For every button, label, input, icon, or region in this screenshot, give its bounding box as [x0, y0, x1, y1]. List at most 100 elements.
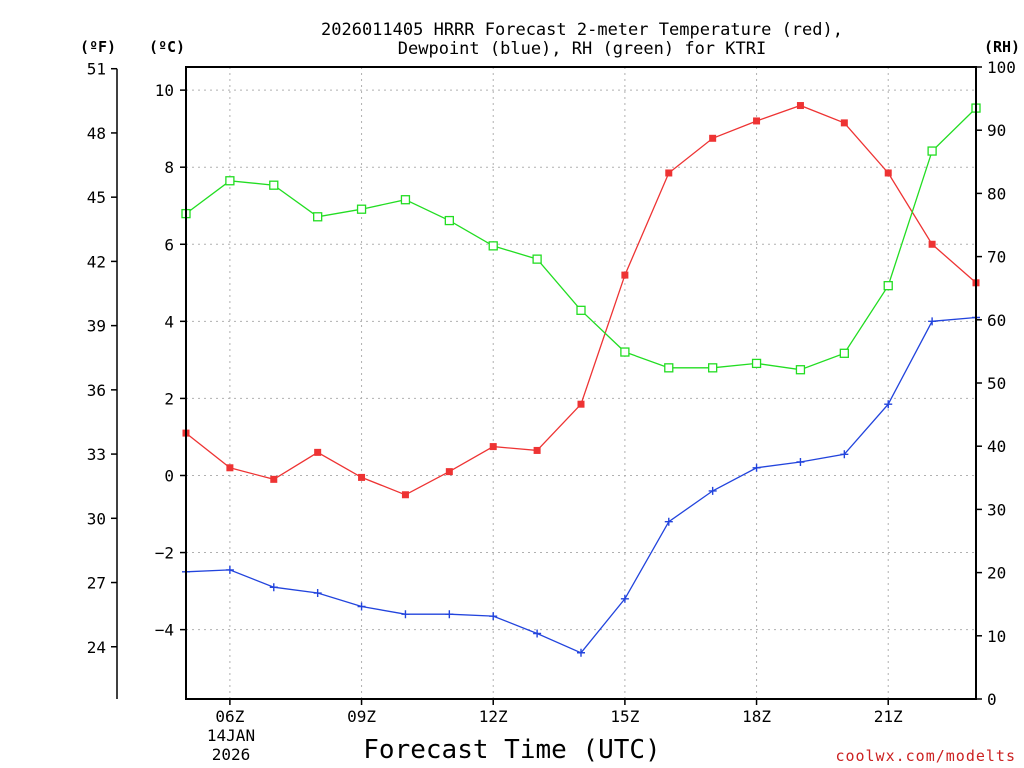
temperature-marker — [753, 117, 761, 125]
dewpoint-marker — [401, 610, 410, 619]
temperature-marker — [358, 473, 366, 481]
plot-frame — [185, 66, 977, 700]
rh-marker — [927, 146, 937, 156]
dewpoint-marker — [269, 583, 278, 592]
fahrenheit-unit-label: (ºF) — [80, 38, 116, 56]
credit-label: coolwx.com/modelts — [835, 747, 1016, 765]
rh-marker — [313, 212, 323, 222]
dewpoint-marker — [664, 517, 673, 526]
fahrenheit-tick-label: 33 — [87, 445, 106, 464]
fahrenheit-tick-label: 30 — [87, 509, 106, 528]
rh-tick-label: 10 — [987, 627, 1006, 646]
dewpoint-marker — [752, 463, 761, 472]
temperature-marker — [884, 169, 892, 177]
rh-tick-label: 60 — [987, 311, 1006, 330]
celsius-tick-label: 10 — [155, 81, 174, 100]
dewpoint-marker — [313, 589, 322, 598]
fahrenheit-tick-label: 48 — [87, 124, 106, 143]
celsius-tick-label: −2 — [155, 544, 174, 563]
dewpoint-marker — [489, 612, 498, 621]
temperature-marker — [314, 448, 322, 456]
rh-marker — [532, 254, 542, 264]
rh-marker — [444, 215, 454, 226]
temperature-marker — [577, 400, 585, 408]
temperature-marker — [709, 134, 717, 142]
rh-unit-label: (RH) — [984, 38, 1020, 56]
fahrenheit-tick-label: 27 — [87, 574, 106, 593]
temperature-marker — [621, 271, 629, 279]
rh-tick-label: 0 — [987, 690, 997, 709]
rh-marker — [839, 348, 849, 358]
dewpoint-marker — [225, 565, 234, 574]
series-lines — [185, 104, 977, 654]
rh-marker — [883, 281, 893, 291]
dewpoint-marker — [533, 629, 542, 638]
temperature-line — [185, 104, 977, 496]
rh-marker — [751, 358, 762, 369]
dewpoint-marker — [928, 317, 937, 326]
tick-labels: 1086420−2−451484542393633302724100908070… — [87, 58, 1016, 726]
fahrenheit-tick-label: 42 — [87, 252, 106, 271]
temperature-marker — [796, 102, 804, 110]
rh-marker — [356, 204, 367, 214]
rh-marker — [576, 305, 586, 315]
x-axis-title: Forecast Time (UTC) — [363, 735, 660, 765]
fahrenheit-tick-label: 51 — [87, 60, 106, 79]
dewpoint-marker — [884, 400, 893, 409]
dewpoint-marker — [620, 594, 629, 603]
dewpoint-marker — [577, 648, 585, 657]
rh-marker — [225, 176, 235, 186]
celsius-unit-label: (ºC) — [149, 38, 185, 56]
fahrenheit-tick-label: 24 — [87, 638, 106, 657]
rh-tick-label: 50 — [987, 374, 1006, 393]
dewpoint-marker — [445, 610, 454, 619]
celsius-tick-label: 6 — [164, 235, 174, 254]
fahrenheit-tick-label: 39 — [87, 317, 106, 336]
temperature-marker — [928, 240, 936, 248]
temperature-marker — [270, 475, 278, 483]
rh-marker — [664, 363, 674, 373]
fahrenheit-tick-label: 45 — [87, 188, 106, 207]
rh-tick-label: 90 — [987, 121, 1006, 140]
rh-tick-label: 40 — [987, 437, 1006, 456]
rh-marker — [269, 180, 279, 190]
dewpoint-line — [185, 316, 977, 654]
x-tick-label: 21Z — [874, 707, 903, 726]
x-tick-label: 18Z — [742, 707, 771, 726]
celsius-tick-label: −4 — [155, 621, 174, 640]
temperature-marker — [533, 446, 541, 454]
dewpoint-marker — [357, 602, 366, 611]
rh-tick-label: 80 — [987, 184, 1006, 203]
rh-line — [185, 107, 977, 371]
temperature-marker — [401, 491, 409, 499]
rh-marker — [708, 363, 718, 373]
rh-tick-label: 30 — [987, 500, 1006, 519]
celsius-tick-label: 8 — [164, 158, 174, 177]
date-label-day: 14JAN — [207, 726, 255, 745]
celsius-tick-label: 4 — [164, 312, 174, 331]
rh-marker — [488, 241, 498, 251]
dewpoint-marker — [708, 486, 717, 495]
series-markers — [181, 102, 981, 657]
rh-marker — [620, 347, 630, 357]
celsius-tick-label: 2 — [164, 389, 174, 408]
dewpoint-marker — [840, 450, 849, 459]
rh-marker — [400, 195, 411, 205]
temperature-marker — [840, 119, 848, 127]
temperature-marker — [226, 464, 234, 472]
x-tick-label: 09Z — [347, 707, 376, 726]
rh-tick-label: 20 — [987, 564, 1006, 583]
temperature-marker — [665, 169, 673, 177]
grid-lines — [186, 67, 976, 699]
temperature-marker — [445, 468, 453, 476]
rh-marker — [795, 365, 806, 375]
celsius-tick-label: 0 — [164, 466, 174, 485]
rh-tick-label: 100 — [987, 58, 1016, 77]
x-tick-label: 12Z — [479, 707, 508, 726]
temperature-marker — [489, 443, 497, 451]
rh-tick-label: 70 — [987, 248, 1006, 267]
chart-title-line2: Dewpoint (blue), RH (green) for KTRI — [398, 39, 766, 59]
fahrenheit-tick-label: 36 — [87, 381, 106, 400]
date-label-year: 2026 — [212, 745, 251, 764]
